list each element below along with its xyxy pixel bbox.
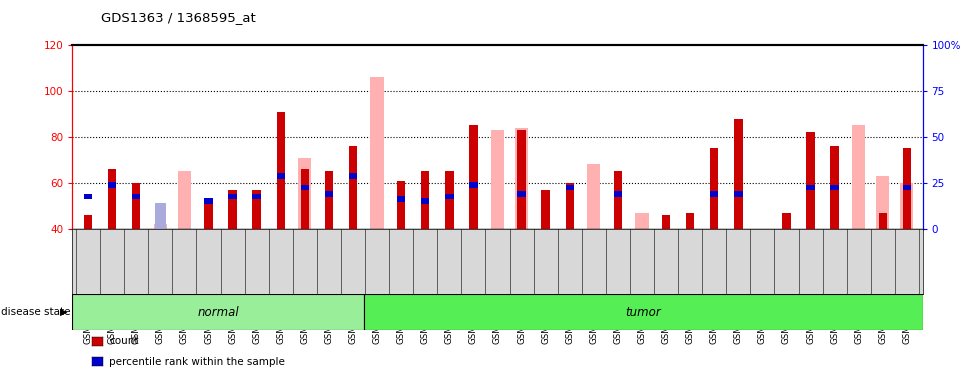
Bar — [370, 77, 384, 229]
Bar — [587, 164, 601, 229]
Bar — [349, 146, 357, 229]
Bar — [298, 158, 311, 229]
Bar — [84, 215, 93, 229]
Bar — [325, 191, 333, 197]
Bar — [228, 194, 237, 200]
Bar — [154, 224, 167, 229]
Bar — [900, 183, 914, 229]
Bar — [879, 213, 887, 229]
Bar — [758, 229, 767, 263]
Bar — [876, 176, 890, 229]
Bar — [807, 184, 814, 190]
Bar — [300, 169, 309, 229]
Bar — [710, 148, 719, 229]
Bar — [276, 112, 285, 229]
Text: percentile rank within the sample: percentile rank within the sample — [109, 357, 285, 367]
Text: ▶: ▶ — [60, 307, 68, 317]
Bar — [515, 128, 528, 229]
Bar — [565, 184, 574, 190]
Bar — [349, 173, 357, 179]
Bar — [782, 213, 791, 229]
Text: GDS1363 / 1368595_at: GDS1363 / 1368595_at — [101, 11, 256, 24]
Bar — [613, 171, 622, 229]
Bar — [108, 169, 116, 229]
Bar — [252, 194, 261, 200]
Bar — [178, 171, 191, 229]
Bar — [325, 171, 333, 229]
Bar — [155, 204, 166, 229]
Bar — [902, 184, 911, 190]
Bar — [636, 213, 648, 229]
Bar — [108, 182, 116, 188]
Bar — [831, 184, 838, 190]
Bar — [228, 190, 237, 229]
Bar — [364, 294, 923, 330]
Text: tumor: tumor — [625, 306, 661, 319]
Bar — [469, 125, 477, 229]
Bar — [84, 194, 93, 200]
Bar — [252, 190, 261, 229]
Text: count: count — [109, 336, 139, 346]
Bar — [518, 130, 526, 229]
Bar — [276, 173, 285, 179]
Bar — [807, 132, 814, 229]
Bar — [397, 180, 406, 229]
Bar — [734, 191, 743, 197]
Bar — [613, 191, 622, 197]
Bar — [397, 196, 406, 202]
Bar — [132, 183, 140, 229]
Bar — [132, 194, 140, 200]
Bar — [852, 125, 866, 229]
Bar — [541, 190, 550, 229]
Bar — [491, 130, 504, 229]
Bar — [902, 148, 911, 229]
Text: disease state: disease state — [1, 307, 71, 317]
Bar — [421, 198, 430, 204]
Bar — [445, 194, 454, 200]
Bar — [518, 191, 526, 197]
Bar — [831, 146, 838, 229]
Bar — [662, 215, 670, 229]
Bar — [445, 171, 454, 229]
Bar — [565, 183, 574, 229]
Text: normal: normal — [197, 306, 239, 319]
Bar — [204, 201, 213, 229]
Bar — [421, 171, 430, 229]
Bar — [710, 191, 719, 197]
Bar — [204, 198, 213, 204]
Bar — [72, 294, 364, 330]
Bar — [638, 229, 646, 233]
Bar — [469, 182, 477, 188]
Bar — [300, 184, 309, 190]
Bar — [734, 118, 743, 229]
Bar — [686, 213, 695, 229]
